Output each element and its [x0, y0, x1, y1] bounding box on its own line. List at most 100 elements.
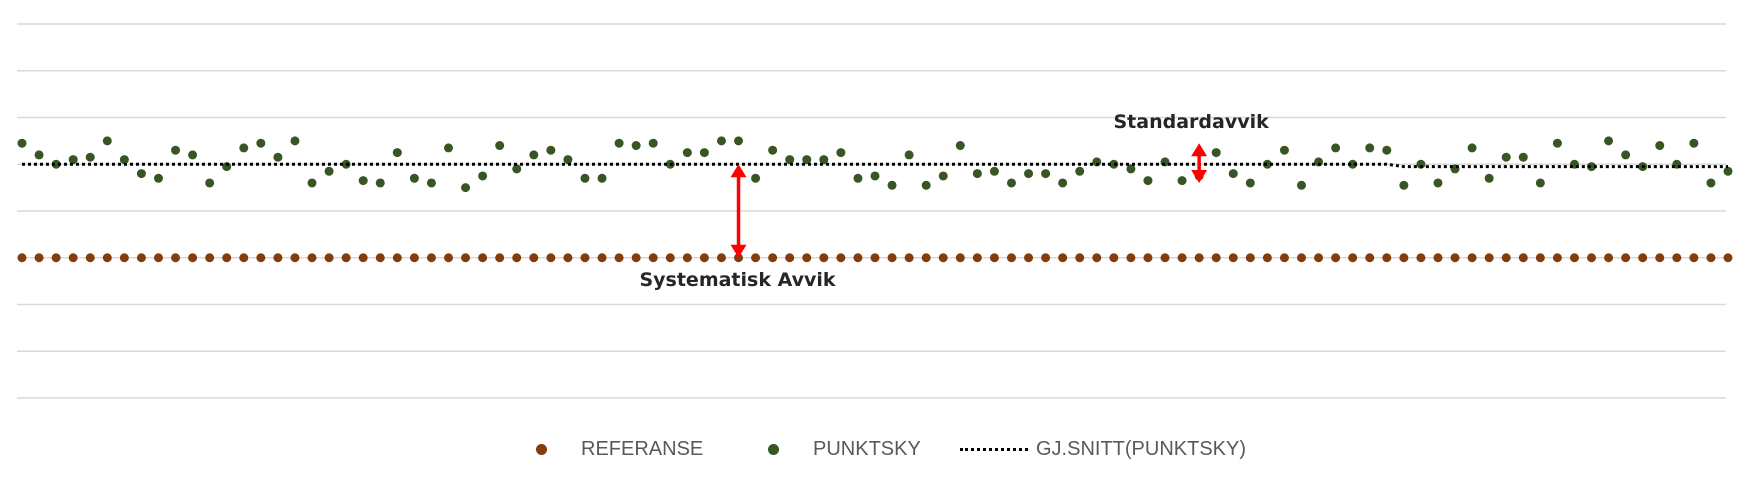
punktsky-point — [1024, 169, 1034, 179]
punktsky-point — [802, 155, 812, 165]
punktsky-point — [85, 152, 95, 162]
referanse-point — [1655, 253, 1665, 263]
referanse-point — [614, 253, 624, 263]
punktsky-point — [495, 141, 505, 151]
referanse-point — [444, 253, 453, 263]
standardavvik-arrow-head — [1191, 143, 1208, 157]
gj-snitt-line — [22, 162, 1728, 169]
punktsky-point — [1587, 162, 1597, 172]
punktsky-point — [1297, 180, 1306, 190]
referanse-point — [699, 253, 709, 263]
punktsky-point — [870, 171, 880, 181]
referanse-point — [358, 253, 368, 263]
referanse-point — [102, 253, 112, 263]
punktsky-series — [17, 136, 1733, 193]
referanse-point — [1518, 253, 1528, 263]
referanse-point — [461, 253, 471, 263]
referanse-point — [785, 253, 795, 263]
referanse-point — [682, 253, 692, 263]
referanse-point — [972, 253, 982, 263]
punktsky-point — [785, 155, 795, 165]
referanse-point — [631, 253, 641, 263]
punktsky-point — [1399, 180, 1409, 190]
referanse-point — [768, 253, 778, 263]
referanse-point — [887, 253, 897, 263]
punktsky-point — [1331, 143, 1341, 153]
referanse-point — [273, 253, 283, 263]
referanse-point — [1569, 253, 1579, 263]
referanse-point — [1621, 253, 1631, 263]
punktsky-point — [17, 138, 27, 148]
chart: Standardavvik Systematisk Avvik — [17, 23, 1733, 399]
referanse-point — [392, 253, 402, 263]
punktsky-point — [1177, 176, 1187, 186]
referanse-point — [904, 253, 914, 263]
punktsky-point — [682, 148, 692, 158]
punktsky-point — [205, 178, 215, 188]
referanse-point — [1041, 253, 1051, 263]
referanse-point — [205, 253, 215, 263]
punktsky-point — [153, 173, 163, 183]
referanse-point — [324, 253, 334, 263]
punktsky-point — [614, 138, 624, 148]
referanse-point — [921, 253, 931, 263]
punktsky-marker-icon — [768, 443, 779, 455]
punktsky-point — [529, 150, 539, 160]
referanse-point — [1160, 253, 1170, 263]
referanse-point — [1433, 253, 1443, 263]
referanse-point — [1314, 253, 1324, 263]
referanse-point — [34, 253, 44, 263]
referanse-point — [546, 253, 556, 263]
referanse-point — [1587, 253, 1597, 263]
systematisk-avvik-arrow-head — [730, 164, 747, 178]
punktsky-point — [102, 136, 112, 146]
referanse-point — [222, 253, 232, 263]
punktsky-point — [734, 136, 744, 146]
punktsky-point — [887, 180, 897, 190]
referanse-point — [1058, 253, 1068, 263]
punktsky-point — [1433, 178, 1443, 188]
punktsky-point — [1092, 157, 1102, 167]
referanse-point — [580, 253, 590, 263]
referanse-point — [495, 253, 505, 263]
referanse-point — [153, 253, 163, 263]
punktsky-point — [478, 171, 488, 181]
legend-label-gj-snitt: GJ.SNITT(PUNKTSKY) — [1036, 437, 1247, 460]
referanse-point — [478, 253, 488, 263]
referanse-point — [239, 253, 249, 263]
referanse-point — [1604, 253, 1614, 263]
punktsky-point — [1723, 166, 1733, 176]
legend-label-punktsky: PUNKTSKY — [813, 437, 921, 460]
referanse-point — [1552, 253, 1562, 263]
referanse-point — [1024, 253, 1034, 263]
punktsky-point — [1689, 138, 1699, 148]
standardavvik-label: Standardavvik — [1114, 111, 1270, 133]
referanse-marker-icon — [536, 443, 547, 455]
referanse-point — [136, 253, 146, 263]
legend: REFERANSE PUNKTSKY GJ.SNITT(PUNKTSKY) — [0, 434, 1746, 464]
punktsky-point — [171, 145, 181, 155]
referanse-point — [171, 253, 181, 263]
punktsky-point — [699, 148, 709, 158]
referanse-point — [1365, 253, 1375, 263]
punktsky-point — [1126, 164, 1136, 174]
referanse-point — [512, 253, 522, 263]
punktsky-point — [580, 173, 590, 183]
punktsky-point — [307, 178, 317, 188]
punktsky-point — [188, 150, 198, 160]
punktsky-point — [1109, 159, 1119, 169]
referanse-point — [1399, 253, 1409, 263]
referanse-point — [409, 253, 419, 263]
referanse-point — [85, 253, 95, 263]
punktsky-point — [324, 166, 334, 176]
referanse-point — [1638, 253, 1648, 263]
referanse-point — [256, 253, 266, 263]
punktsky-point — [239, 143, 249, 153]
referanse-point — [341, 253, 351, 263]
punktsky-point — [563, 155, 573, 165]
punktsky-point — [1365, 143, 1375, 153]
punktsky-point — [819, 155, 829, 165]
referanse-point — [68, 253, 78, 263]
referanse-point — [1467, 253, 1477, 263]
referanse-point — [1535, 253, 1545, 263]
